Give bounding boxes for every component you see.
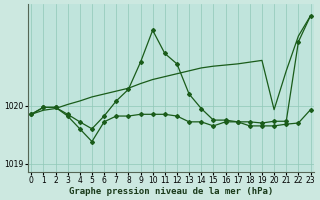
- X-axis label: Graphe pression niveau de la mer (hPa): Graphe pression niveau de la mer (hPa): [69, 187, 273, 196]
